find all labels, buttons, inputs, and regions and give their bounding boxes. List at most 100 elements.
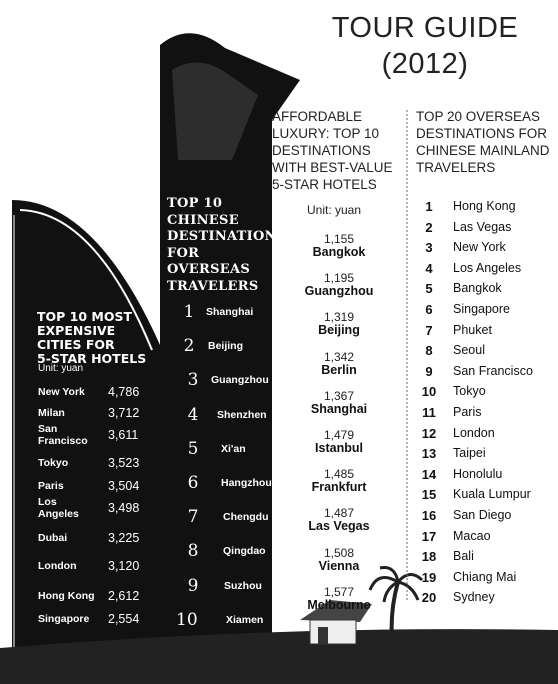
rank-number: 12	[421, 425, 437, 441]
city-name-line: Francisco	[38, 434, 88, 447]
unit-label-affordable: Unit: yuan	[307, 203, 362, 217]
rank-number: 8	[187, 541, 199, 562]
price-value: 2,612	[108, 589, 140, 603]
top20-overseas-heading: TOP 20 OVERSEAS DESTINATIONS FOR CHINESE…	[416, 108, 556, 176]
city-name: Singapore	[38, 613, 98, 626]
rank-number: 3	[425, 240, 433, 256]
city-name: Frankfurt	[311, 480, 367, 495]
city-name: Hong Kong	[38, 590, 98, 603]
title-line-1: TOUR GUIDE	[331, 12, 519, 44]
city-name-line: San	[38, 423, 58, 435]
city-name-line: Milan	[38, 407, 65, 419]
city-name-line: Los	[38, 496, 57, 508]
city-name-line: Angeles	[38, 507, 79, 520]
price-value: 1,342	[323, 349, 355, 364]
price-value: 3,611	[108, 428, 139, 442]
city-name-line: London	[38, 560, 77, 572]
heading-line: WITH BEST-VALUE	[272, 160, 393, 175]
city-name: Suzhou	[224, 579, 262, 592]
rank-number: 4	[187, 404, 199, 425]
house	[300, 600, 372, 645]
rank-number: 9	[425, 363, 433, 379]
credit-line: GUILLERMO MUNRO AND FENG XIUXIA / CHINA …	[268, 670, 527, 681]
price-value: 1,367	[323, 388, 355, 403]
city-name: San Diego	[453, 508, 512, 522]
price-value: 3,498	[108, 501, 140, 515]
price-value: 1,319	[323, 310, 355, 325]
price-value: 3,504	[108, 479, 140, 493]
city-name-line: Dubai	[38, 532, 68, 544]
rank-number: 13	[421, 446, 437, 462]
rank-number: 6	[425, 302, 433, 317]
heading-line: EXPENSIVE	[37, 323, 116, 338]
city-name-line: Tokyo	[38, 457, 69, 469]
heading-line: AFFORDABLE	[272, 109, 363, 124]
city-name-line: Paris	[38, 480, 64, 492]
source-note: Source: Hotel.com	[12, 668, 95, 679]
city-name: Paris	[453, 405, 482, 419]
rank-number: 10	[176, 609, 198, 630]
city-name: Hangzhou	[221, 477, 272, 489]
city-name: Melbourne	[307, 597, 371, 612]
city-name: Kuala Lumpur	[453, 487, 531, 502]
city-name-line: Singapore	[38, 613, 90, 625]
city-name: Las Vegas	[308, 519, 370, 534]
heading-line: TOP 20 OVERSEAS	[416, 109, 541, 124]
city-name: Guangzhou	[304, 284, 374, 299]
heading-line: TRAVELERS	[167, 278, 259, 294]
page-title: TOUR GUIDE (2012)	[300, 10, 550, 82]
city-name: London	[38, 560, 98, 573]
rank-number: 5	[425, 281, 433, 297]
rank-number: 9	[187, 575, 199, 596]
city-name: Beijing	[318, 323, 360, 338]
rank-number: 5	[187, 438, 199, 459]
city-name: Berlin	[321, 362, 357, 377]
rank-number: 8	[425, 343, 433, 359]
tower-building	[160, 33, 300, 651]
heading-line: DESTINATIONS	[167, 229, 287, 244]
city-name: Chengdu	[223, 511, 269, 524]
city-name: Shanghai	[206, 306, 254, 318]
city-name: Los Angeles	[453, 260, 522, 275]
title-line-2: (2012)	[381, 48, 469, 80]
rank-number: 3	[187, 370, 199, 391]
city-name: Tokyo	[453, 384, 486, 399]
rank-number: 20	[421, 590, 437, 606]
heading-line: CHINESE	[167, 212, 239, 228]
city-name: Singapore	[453, 302, 510, 316]
price-value: 1,577	[323, 584, 355, 599]
city-name: Guangzhou	[211, 374, 269, 387]
city-name: Phuket	[453, 322, 492, 337]
heading-line: TOP 10 MOST	[37, 309, 133, 324]
heading-line: TRAVELERS	[416, 160, 496, 175]
rank-number: 2	[425, 219, 433, 235]
heading-line: DESTINATIONS	[272, 143, 371, 158]
city-name: Seoul	[453, 343, 485, 358]
rank-number: 18	[421, 549, 437, 565]
city-name: Hong Kong	[453, 199, 516, 213]
rank-number: 4	[425, 260, 433, 276]
city-name: Dubai	[38, 532, 98, 545]
city-name: Macao	[453, 528, 491, 543]
price-value: 4,786	[108, 385, 140, 399]
most-expensive-heading: TOP 10 MOST EXPENSIVE CITIES FOR 5-STAR …	[37, 310, 152, 366]
city-name: London	[453, 425, 495, 440]
city-name: Bangkok	[312, 245, 366, 259]
heading-line: DESTINATIONS FOR	[416, 126, 548, 141]
city-name: Xi'an	[221, 442, 246, 455]
rank-number: 17	[421, 528, 437, 544]
price-value: 3,225	[108, 531, 140, 545]
rank-number: 19	[421, 569, 437, 585]
sail-building-arch	[12, 200, 160, 650]
heading-line: 5-STAR HOTELS	[272, 177, 377, 192]
city-name: Honolulu	[453, 466, 503, 481]
rank-number: 16	[421, 508, 437, 523]
price-value: 1,195	[323, 271, 355, 286]
price-value: 1,487	[323, 506, 355, 521]
city-name: Beijing	[208, 340, 244, 353]
city-name: Qingdao	[223, 545, 266, 558]
city-name: New York	[453, 240, 506, 255]
city-name: Shenzhen	[217, 408, 267, 421]
rank-number: 6	[187, 473, 199, 493]
